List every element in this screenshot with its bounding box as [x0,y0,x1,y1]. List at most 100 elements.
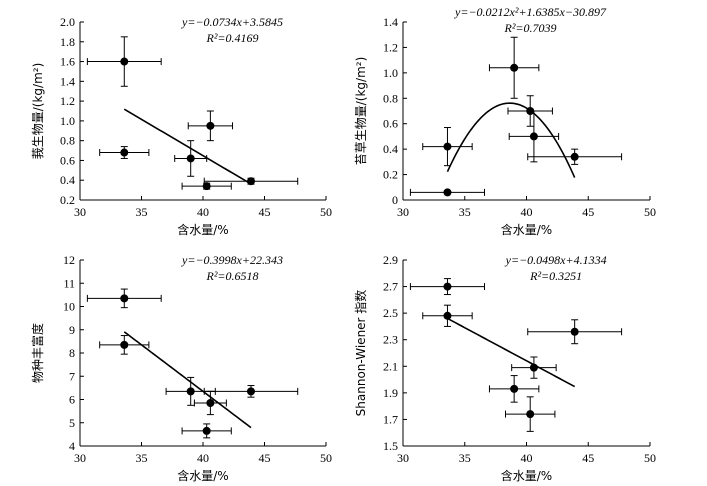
y-tick-label: 1.8 [60,35,75,49]
data-point-group [505,396,556,432]
data-point [443,188,452,197]
x-axis-label: 含水量/% [177,468,228,483]
x-tick-label: 45 [582,451,594,465]
y-tick-label: 6 [69,393,75,407]
x-tick-label: 30 [397,205,409,219]
data-point [120,294,129,303]
y-tick-label: 0.4 [383,142,398,156]
r-squared: R²=0.4169 [206,31,259,45]
y-tick-label: 0.2 [60,193,75,207]
data-point [510,384,519,393]
data-point [186,154,195,163]
y-tick-label: 2.3 [383,333,398,347]
data-point [529,363,538,372]
y-tick-label: 2.1 [383,359,398,373]
y-axis-label: 物种丰富度 [30,323,45,383]
data-point [120,340,129,349]
data-point [246,387,255,396]
y-tick-label: 2.0 [60,15,75,29]
y-tick-label: 5 [69,416,75,430]
data-point-group [508,110,560,163]
y-tick-label: 8 [69,346,75,360]
x-tick-label: 30 [74,205,86,219]
data-point-group [422,304,473,327]
x-tick-label: 35 [136,451,148,465]
y-tick-label: 0.6 [60,153,75,167]
data-point-group [187,110,234,142]
fit-equation: y=−0.0212x²+1.6385x−30.897 [454,5,607,19]
fit-line [446,102,576,178]
fit-line [447,317,576,388]
data-point [443,311,452,320]
data-point [570,152,579,161]
x-tick-label: 45 [582,205,594,219]
y-tick-label: 2.7 [383,280,398,294]
data-point-group [86,288,162,309]
panel-4: 30 35 40 45 50 1.5 1.7 1.9 2.1 2.3 2.5 2.7 2.9 含水量/% S… [353,253,656,483]
data-point-group [527,148,623,165]
data-point-group [409,278,486,296]
y-tick-label: 1.9 [383,386,398,400]
data-point [186,387,195,396]
data-point [529,132,538,141]
data-point [510,63,519,72]
x-tick-label: 35 [459,205,471,219]
r-squared: R²=0.3251 [529,269,582,283]
x-tick-label: 30 [74,451,86,465]
panel-1: 30 35 40 45 50 0.2 0.4 0.6 0.8 1.0 1.2 1.4 1.6 1.8 2.0… [31,15,332,237]
data-point [443,142,452,151]
x-tick-label: 50 [320,205,332,219]
y-tick-label: 1.0 [60,114,75,128]
panel-2: 30 35 40 45 50 0 0.2 0.4 0.6 0.8 1.0 1.2 1.4 含水量/% 苔草生… [354,5,656,237]
x-tick-label: 40 [197,205,209,219]
data-point [120,148,129,157]
r-squared: R²=0.6518 [206,269,259,283]
data-point-group [181,423,232,439]
data-point-group [181,182,232,191]
y-tick-label: 10 [63,300,75,314]
data-point-group [174,140,208,177]
y-tick-label: 12 [63,253,75,267]
x-tick-label: 50 [644,451,656,465]
data-point-group [193,390,227,416]
data-point-group [99,335,150,355]
y-tick-label: 0.2 [383,168,398,182]
y-tick-label: 1.4 [60,74,75,88]
y-tick-label: 0 [392,193,398,207]
y-tick-label: 4 [69,439,75,453]
fit-line [123,331,252,429]
data-point [526,410,535,419]
data-point [570,327,579,336]
data-point [246,177,255,186]
y-tick-label: 1.7 [383,412,398,426]
y-tick-label: 1.0 [383,66,398,80]
x-tick-label: 40 [197,451,209,465]
y-tick-label: 0.8 [383,91,398,105]
y-tick-label: 0.6 [383,117,398,131]
y-tick-label: 1.2 [60,94,75,108]
data-point-group [99,146,150,159]
x-axis-label: 含水量/% [177,222,228,237]
data-point [443,282,452,291]
data-point [206,398,215,407]
x-tick-label: 40 [521,205,533,219]
y-tick-label: 1.4 [383,15,398,29]
y-axis-label: 莪生物量/(kg/m²) [31,63,45,160]
x-tick-label: 40 [521,451,533,465]
x-tick-label: 35 [136,205,148,219]
y-tick-label: 11 [63,276,75,290]
fit-equation: y=−0.3998x+22.343 [181,253,283,267]
data-point-group [409,188,486,197]
panel-3: 30 35 40 45 50456789101112含水量/%物种丰富度y=−0.399… [30,253,332,483]
y-tick-label: 1.6 [60,55,75,69]
fit-equation: y=−0.0734x+3.5845 [181,15,283,29]
y-tick-label: 1.5 [383,439,398,453]
data-point-group [507,95,553,127]
data-point-group [203,177,299,186]
data-point [206,121,215,130]
fit-line [123,108,252,185]
y-tick-label: 0.8 [60,134,75,148]
y-axis-label: 苔草生物量/(kg/m²) [354,57,368,166]
x-axis-label: 含水量/% [501,468,552,483]
